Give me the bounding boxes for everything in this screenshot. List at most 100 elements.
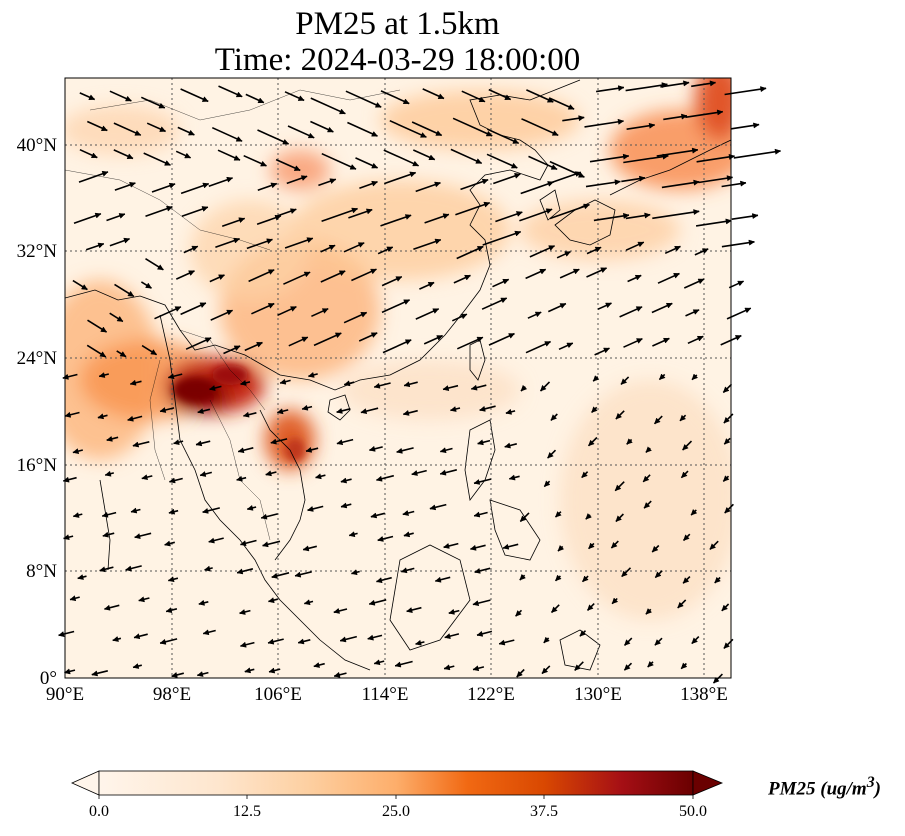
lat-tick-label: 16°N — [17, 455, 58, 476]
lat-axis: 0° 8°N 16°N 24°N 32°N 40°N — [17, 135, 58, 689]
wind-vector-head — [585, 513, 592, 520]
wind-vector-head — [691, 637, 698, 645]
wind-vector-head — [442, 385, 450, 392]
wind-vector-head — [350, 569, 358, 576]
wind-vector-head — [201, 96, 209, 102]
wind-vector-head — [587, 604, 594, 611]
wind-vector-head — [271, 572, 278, 579]
wind-vector-head — [402, 409, 410, 416]
wind-vector — [652, 210, 700, 220]
wind-vector-head — [623, 664, 631, 671]
wind-vector-head — [112, 636, 119, 642]
wind-vector-head — [307, 371, 315, 378]
wind-vector-head — [367, 634, 374, 641]
wind-vector-head — [404, 214, 412, 220]
wind-vector — [482, 230, 521, 246]
wind-vector-head — [442, 213, 450, 220]
wind-vector-head — [648, 122, 656, 129]
wind-vector-head — [635, 306, 643, 312]
wind-vector-head — [605, 302, 613, 309]
wind-vector — [455, 202, 490, 216]
wind-vector-head — [77, 574, 84, 580]
wind-vector-head — [449, 406, 457, 412]
wind-vector-head — [165, 607, 173, 614]
wind-vector-head — [508, 333, 516, 339]
wind-vector-head — [502, 543, 510, 550]
wind-vector-head — [723, 642, 730, 649]
map-title-line-1: PM25 at 1.5km — [295, 6, 500, 42]
wind-vector-head — [651, 545, 659, 553]
wind-vector — [724, 87, 767, 96]
wind-vector-head — [306, 505, 314, 512]
wind-vector-head — [615, 515, 622, 522]
wind-vector-head — [479, 405, 486, 412]
wind-vector-head — [208, 537, 215, 544]
wind-vector-head — [551, 606, 558, 613]
wind-vector-head — [436, 335, 444, 341]
wind-vector-head — [544, 341, 552, 347]
wind-vector-head — [505, 408, 513, 415]
wind-vector-head — [540, 384, 547, 392]
colorbar-unit-label: PM25 (ug/m3) — [768, 774, 881, 800]
wind-vector-head — [166, 205, 173, 212]
map-title-line-2: Time: 2024-03-29 18:00:00 — [214, 42, 581, 78]
wind-vector-head — [478, 96, 486, 103]
wind-vector-head — [716, 109, 724, 116]
wind-vectors — [57, 80, 782, 684]
wind-vector-head — [233, 345, 241, 352]
wind-vector-head — [665, 302, 673, 309]
wind-vector — [593, 214, 630, 222]
wind-vector-head — [614, 484, 622, 492]
wind-vector-head — [313, 662, 321, 668]
wind-vector-head — [439, 469, 447, 476]
wind-vector-head — [375, 475, 383, 482]
wind-vector-head — [305, 446, 313, 453]
lat-tick-label: 40°N — [17, 135, 58, 156]
wind-vector-head — [88, 94, 96, 100]
wind-vector-head — [636, 338, 643, 344]
wind-vector-head — [184, 152, 192, 159]
wind-vector-head — [594, 246, 602, 253]
wind-vector-head — [63, 668, 71, 675]
wind-vector-head — [99, 566, 106, 573]
wind-vector-head — [265, 470, 272, 477]
wind-vector-head — [579, 630, 587, 637]
wind-vector-head — [349, 164, 357, 170]
wind-vector-head — [555, 511, 562, 518]
wind-vector-head — [543, 636, 550, 644]
wind-vector-head — [647, 660, 654, 668]
wind-vector-head — [69, 595, 77, 602]
wind-vector — [321, 152, 357, 170]
colorbar-min-extend — [71, 770, 100, 796]
wind-vector-head — [548, 245, 556, 251]
wind-vector-head — [551, 130, 559, 136]
wind-vector-head — [680, 471, 688, 479]
wind-vector-head — [477, 439, 484, 446]
wind-vector-head — [289, 208, 297, 215]
wind-vector-head — [127, 290, 135, 297]
wind-vector-head — [759, 86, 767, 93]
wind-vector-head — [434, 576, 442, 583]
lat-tick-label: 24°N — [17, 348, 58, 369]
wind-vector-head — [721, 604, 728, 612]
wind-vector — [661, 181, 700, 189]
wind-vector-head — [574, 664, 581, 671]
wind-vector-head — [723, 416, 730, 424]
wind-vector-head — [545, 208, 553, 215]
wind-vector-head — [611, 597, 619, 605]
wind-vector-head — [297, 638, 305, 645]
wind-vector-head — [658, 373, 666, 380]
wind-vector-head — [94, 212, 102, 219]
wind-vector-head — [614, 179, 622, 186]
lon-tick-label: 106°E — [254, 684, 302, 705]
wind-vector-head — [403, 531, 411, 538]
wind-vector-head — [420, 132, 427, 138]
wind-vector-head — [261, 541, 269, 548]
wind-vector-head — [260, 160, 268, 167]
wind-vector-head — [617, 85, 625, 92]
wind-vector-head — [188, 270, 196, 276]
lat-tick-label: 0° — [40, 668, 57, 689]
wind-vector-head — [339, 108, 346, 115]
colorbar-tick-label: 25.0 — [382, 803, 410, 820]
wind-vector-head — [679, 414, 687, 422]
